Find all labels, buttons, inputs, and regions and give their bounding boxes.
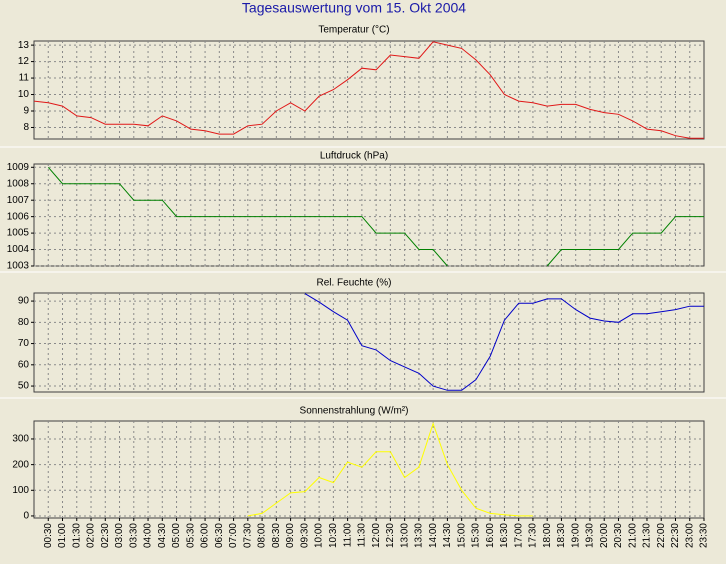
x-tick-label: 21:30 — [642, 523, 653, 548]
y-tick-label: 1006 — [7, 211, 30, 222]
y-tick-label: 60 — [18, 359, 30, 370]
y-tick-label: 0 — [23, 511, 29, 522]
x-tick-label: 20:30 — [613, 523, 624, 548]
x-tick-label: 10:00 — [314, 523, 325, 548]
x-tick-label: 10:30 — [328, 523, 339, 548]
y-tick-label: 200 — [12, 459, 29, 470]
y-tick-label: 8 — [23, 122, 29, 133]
x-tick-label: 17:30 — [528, 523, 539, 548]
x-tick-label: 09:30 — [299, 523, 310, 548]
x-tick-label: 22:00 — [656, 523, 667, 548]
x-tick-label: 05:00 — [171, 523, 182, 548]
y-tick-label: 300 — [12, 434, 29, 445]
x-tick-label: 04:00 — [143, 523, 154, 548]
plot-area — [33, 163, 705, 267]
x-tick-label: 08:30 — [271, 523, 282, 548]
x-tick-label: 00:30 — [43, 523, 54, 548]
y-tick-label: 80 — [18, 317, 30, 328]
x-tick-label: 03:00 — [114, 523, 125, 548]
x-tick-label: 07:30 — [242, 523, 253, 548]
x-tick-label: 02:00 — [86, 523, 97, 548]
x-tick-label: 17:00 — [513, 523, 524, 548]
y-tick-label: 1007 — [7, 195, 30, 206]
x-tick-label: 15:00 — [456, 523, 467, 548]
x-tick-label: 03:30 — [128, 523, 139, 548]
x-tick-label: 16:30 — [499, 523, 510, 548]
panel-title: Rel. Feuchte (%) — [316, 278, 391, 289]
x-tick-label: 11:30 — [357, 523, 368, 548]
x-tick-label: 19:00 — [570, 523, 581, 548]
x-tick-label: 20:00 — [599, 523, 610, 548]
x-tick-label: 01:00 — [57, 523, 68, 548]
plot-area — [33, 420, 705, 519]
y-tick-label: 12 — [18, 56, 30, 67]
x-tick-label: 13:30 — [414, 523, 425, 548]
x-tick-label: 06:00 — [200, 523, 211, 548]
y-tick-label: 70 — [18, 338, 30, 349]
x-tick-label: 09:00 — [285, 523, 296, 548]
x-tick-label: 23:00 — [684, 523, 695, 548]
y-tick-label: 1009 — [7, 162, 30, 173]
data-line — [33, 41, 704, 139]
y-tick-label: 50 — [18, 381, 30, 392]
y-tick-label: 100 — [12, 485, 29, 496]
x-tick-label: 21:00 — [627, 523, 638, 548]
x-tick-label: 12:30 — [385, 523, 396, 548]
x-tick-label: 13:00 — [399, 523, 410, 548]
y-tick-label: 9 — [23, 106, 29, 117]
x-tick-label: 04:30 — [157, 523, 168, 548]
x-tick-label: 11:00 — [342, 523, 353, 548]
data-line — [247, 422, 533, 517]
y-tick-label: 13 — [18, 40, 30, 51]
y-tick-label: 10 — [18, 89, 30, 100]
x-tick-label: 19:30 — [585, 523, 596, 548]
x-tick-label: 12:00 — [371, 523, 382, 548]
x-tick-label: 07:00 — [228, 523, 239, 548]
x-tick-label: 16:00 — [485, 523, 496, 548]
panel-title: Temperatur (°C) — [318, 25, 389, 36]
x-tick-label: 05:30 — [185, 523, 196, 548]
x-tick-label: 06:30 — [214, 523, 225, 548]
x-tick-label: 15:30 — [471, 523, 482, 548]
y-tick-label: 90 — [18, 296, 30, 307]
y-tick-label: 1008 — [7, 178, 30, 189]
page-title: Tagesauswertung vom 15. Okt 2004 — [242, 0, 466, 16]
y-tick-label: 1004 — [7, 244, 30, 255]
x-tick-label: 08:00 — [257, 523, 268, 548]
x-tick-label: 02:30 — [100, 523, 111, 548]
panel-title: Luftdruck (hPa) — [320, 151, 388, 162]
x-tick-label: 18:30 — [556, 523, 567, 548]
x-tick-label: 18:00 — [542, 523, 553, 548]
x-tick-label: 01:30 — [71, 523, 82, 548]
plot-area — [33, 292, 705, 393]
data-line — [47, 166, 704, 267]
y-tick-label: 1005 — [7, 228, 30, 239]
x-tick-label: 22:30 — [670, 523, 681, 548]
y-tick-label: 11 — [19, 73, 30, 84]
plot-area — [33, 40, 705, 140]
y-tick-label: 1003 — [7, 261, 30, 272]
x-tick-label: 23:30 — [699, 523, 710, 548]
x-tick-label: 14:00 — [428, 523, 439, 548]
x-tick-label: 14:30 — [442, 523, 453, 548]
data-line — [304, 293, 704, 391]
panel-title: Sonnenstrahlung (W/m²) — [300, 406, 409, 417]
